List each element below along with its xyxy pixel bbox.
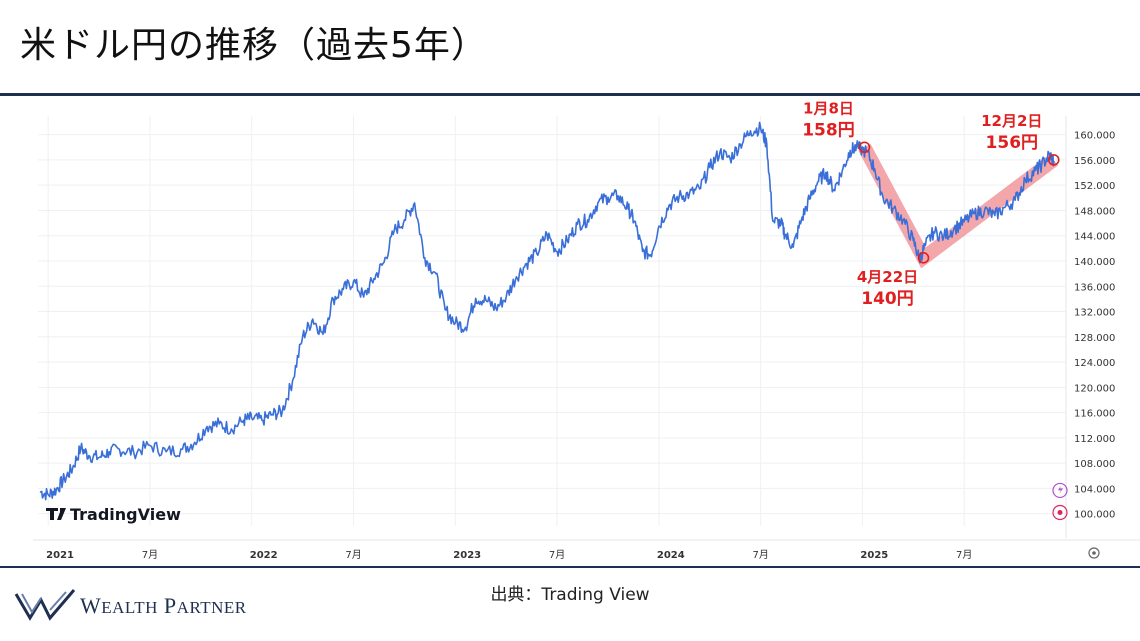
- y-tick-label: 156.000: [1074, 156, 1115, 167]
- annotation-date: 1月8日: [803, 100, 854, 117]
- lightning-icon[interactable]: [1052, 482, 1068, 499]
- x-tick-label: 7月: [142, 549, 158, 560]
- wealth-partner-wordmark: WEALTH PARTNER: [80, 593, 247, 618]
- usd-jpy-line: [39, 121, 1055, 501]
- footer-divider: [0, 566, 1140, 568]
- target-dot: [1057, 510, 1063, 516]
- x-tick-label: 2023: [453, 550, 481, 560]
- y-tick-label: 144.000: [1074, 232, 1115, 243]
- wealth-partner-w-icon: [14, 589, 76, 621]
- wealth-partner-logo: WEALTH PARTNER: [14, 588, 314, 622]
- annotation-date: 4月22日: [857, 268, 918, 286]
- x-tick-label: 2025: [860, 550, 888, 560]
- source-note: 出典：Trading View: [490, 585, 650, 605]
- target-icon[interactable]: [1052, 504, 1068, 521]
- tradingview-wordmark: TradingView: [70, 505, 181, 524]
- settings-icon[interactable]: [1088, 547, 1100, 559]
- annotation-date: 12月2日: [981, 112, 1042, 130]
- plot-background: [38, 116, 1066, 526]
- x-tick-label: 7月: [752, 549, 768, 560]
- highlight-trend-band: [858, 143, 1058, 269]
- y-tick-label: 108.000: [1074, 459, 1115, 470]
- y-tick-label: 136.000: [1074, 282, 1115, 293]
- x-tick-label: 7月: [956, 549, 972, 560]
- annotation-price: 156円: [986, 133, 1039, 153]
- y-tick-label: 100.000: [1074, 510, 1115, 521]
- page-title: 米ドル円の推移（過去5年）: [20, 25, 488, 66]
- y-tick-label: 140.000: [1074, 257, 1115, 268]
- lightning-glyph: [1058, 485, 1063, 495]
- y-tick-label: 104.000: [1074, 484, 1115, 495]
- x-tick-label: 7月: [345, 549, 361, 560]
- tradingview-logo: TradingView: [46, 505, 181, 524]
- annotation-marker: [1047, 154, 1060, 166]
- x-tick-label: 2022: [250, 550, 278, 560]
- annotation-marker: [858, 141, 871, 154]
- tradingview-icon: [46, 508, 66, 520]
- annotation-price: 158円: [802, 120, 855, 140]
- y-tick-label: 128.000: [1074, 333, 1115, 344]
- settings-icon-center: [1092, 551, 1096, 555]
- y-tick-label: 120.000: [1074, 383, 1115, 394]
- y-tick-label: 160.000: [1074, 131, 1115, 142]
- y-tick-label: 148.000: [1074, 206, 1115, 217]
- y-tick-label: 152.000: [1074, 181, 1115, 192]
- fx-chart[interactable]: 100.000 104.000 108.000 112.000 116.000 120.0…: [0, 100, 1140, 560]
- y-tick-label: 116.000: [1074, 409, 1115, 420]
- y-tick-label: 132.000: [1074, 308, 1115, 319]
- x-tick-label: 7月: [549, 549, 565, 560]
- y-tick-label: 124.000: [1074, 358, 1115, 369]
- title-divider: [0, 93, 1140, 96]
- x-tick-label: 2021: [46, 550, 74, 560]
- annotation-price: 140円: [861, 289, 914, 309]
- x-tick-label: 2024: [657, 550, 685, 560]
- y-tick-label: 112.000: [1074, 434, 1115, 445]
- annotation-marker: [917, 252, 930, 264]
